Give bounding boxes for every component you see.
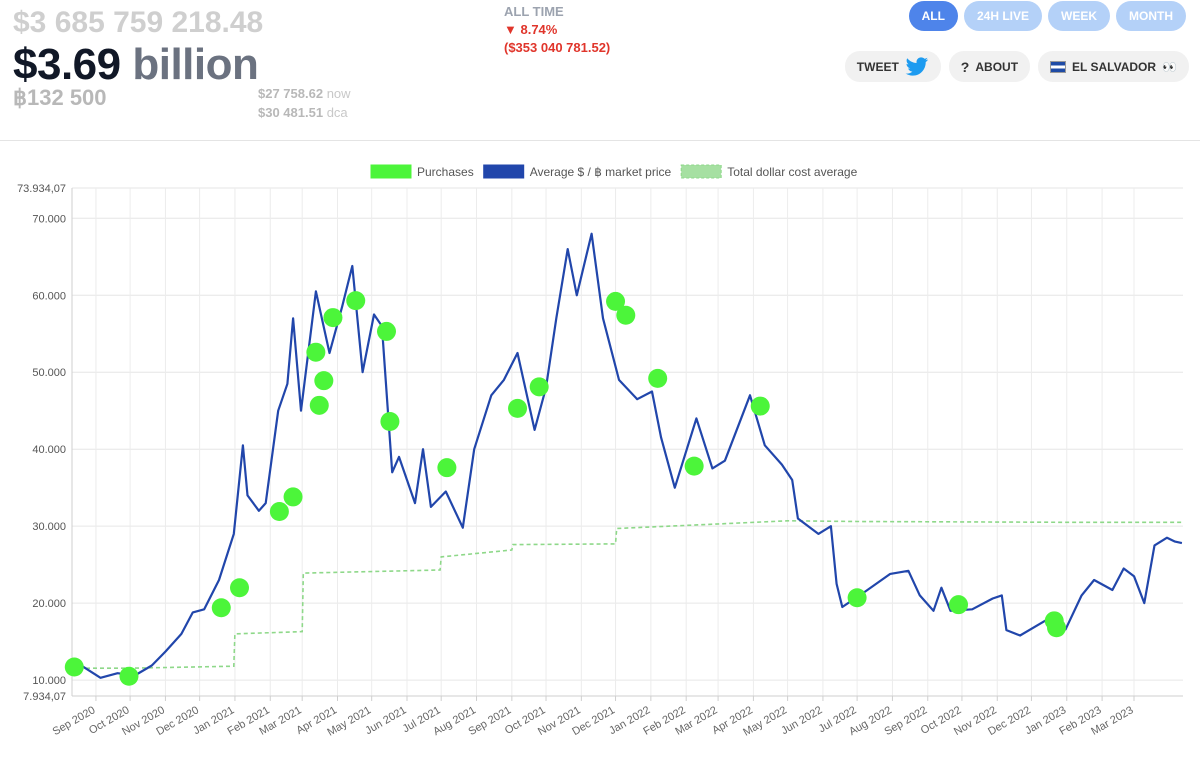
y-tick-label: 50.000: [32, 367, 66, 379]
el-salvador-button[interactable]: EL SALVADOR 👀: [1038, 51, 1189, 82]
all-time-change: ALL TIME ▼ 8.74% ($353 040 781.52): [504, 3, 610, 57]
y-tick-label: 20.000: [32, 598, 66, 610]
purchase-point: [211, 598, 231, 618]
y-tick-label: 30.000: [32, 521, 66, 533]
price-now-label: now: [326, 86, 351, 101]
legend-market-price-label: Average $ / ฿ market price: [530, 165, 672, 179]
purchase-point: [64, 657, 84, 677]
price-summary: $27 758.62 now $30 481.51 dca: [258, 84, 351, 122]
legend-dca-label: Total dollar cost average: [727, 165, 857, 179]
question-mark-icon: ?: [960, 58, 970, 75]
x-tick-label: Jun 2021: [363, 704, 408, 737]
billion-number: $3.69: [13, 40, 121, 89]
purchase-point: [1047, 618, 1067, 638]
period-tabs: ALL 24H LIVE WEEK MONTH: [908, 1, 1186, 31]
y-tick-label: 70.000: [32, 213, 66, 225]
purchase-point: [529, 377, 549, 397]
tab-month[interactable]: MONTH: [1116, 1, 1186, 31]
purchase-point: [323, 308, 343, 328]
total-usd-value: $3 685 759 218.48: [13, 6, 264, 39]
purchase-point: [314, 371, 334, 391]
period-label: ALL TIME: [504, 4, 564, 19]
btc-held: ฿132 500: [13, 85, 107, 110]
holdings-billion: $3.69 billion: [13, 40, 259, 90]
el-salvador-label: EL SALVADOR: [1072, 59, 1157, 74]
change-usd: ($353 040 781.52): [504, 40, 611, 55]
legend-dca[interactable]: Total dollar cost average: [680, 164, 858, 179]
about-label: ABOUT: [975, 59, 1019, 74]
chart-series: [71, 232, 1183, 679]
purchase-point: [376, 321, 396, 341]
y-tick-label: 10.000: [32, 675, 66, 687]
purchase-point: [269, 502, 289, 522]
purchase-point: [606, 291, 626, 311]
y-axis: 7.934,07 10.000 20.000 30.000 40.000 50.000 60…: [17, 183, 73, 703]
tab-all[interactable]: ALL: [908, 1, 958, 31]
tweet-label: TWEET: [856, 59, 899, 74]
purchase-point: [508, 398, 528, 418]
legend-dca-swatch: [680, 164, 722, 179]
action-buttons: TWEET ? ABOUT EL SALVADOR 👀: [844, 51, 1189, 82]
market-price-line: [71, 232, 1183, 679]
y-max-label: 73.934,07: [17, 183, 66, 195]
purchase-point: [437, 458, 457, 478]
dca-line: [72, 519, 1182, 669]
price-dca-label: dca: [326, 105, 348, 120]
legend-market-price-swatch: [483, 164, 525, 179]
purchase-point: [847, 588, 867, 608]
tab-week[interactable]: WEEK: [1048, 1, 1110, 31]
price-chart: Purchases Average $ / ฿ market price Total…: [17, 164, 1183, 739]
purchase-points: [64, 291, 1067, 686]
price-dca: $30 481.51: [258, 105, 324, 120]
purchase-point: [283, 487, 303, 507]
change-percent: ▼ 8.74%: [504, 22, 558, 37]
chart-area: Purchases Average $ / ฿ market price Total…: [0, 150, 1200, 757]
legend-purchases[interactable]: Purchases: [370, 164, 474, 179]
purchase-point: [949, 595, 969, 615]
purchase-point: [309, 395, 329, 415]
chart-legend: Purchases Average $ / ฿ market price Total…: [370, 164, 858, 179]
y-min-label: 7.934,07: [23, 691, 66, 703]
purchase-point: [616, 305, 636, 325]
billion-unit: billion: [132, 40, 259, 89]
legend-market-price[interactable]: Average $ / ฿ market price: [483, 164, 672, 179]
stats-header: $3 685 759 218.48 $3.69 billion ฿132 500…: [0, 0, 1200, 141]
x-tick-label: Jun 2022: [779, 704, 824, 737]
about-button[interactable]: ? ABOUT: [948, 51, 1031, 82]
tab-24h-live[interactable]: 24H LIVE: [963, 1, 1042, 31]
legend-purchases-label: Purchases: [417, 165, 474, 179]
purchase-point: [346, 291, 366, 311]
y-tick-label: 40.000: [32, 444, 66, 456]
chart-grid: [72, 187, 1183, 697]
legend-purchases-swatch: [370, 164, 412, 179]
purchase-point: [306, 342, 326, 362]
purchase-point: [119, 666, 139, 686]
price-now: $27 758.62: [258, 86, 324, 101]
purchase-point: [230, 578, 250, 598]
purchase-point: [380, 411, 400, 431]
el-salvador-flag-icon: [1050, 60, 1067, 73]
tweet-button[interactable]: TWEET: [844, 51, 941, 82]
eyes-emoji-icon: 👀: [1162, 59, 1177, 74]
purchase-point: [684, 456, 704, 476]
twitter-bird-icon: [905, 56, 928, 76]
purchase-point: [750, 396, 770, 416]
purchase-point: [648, 368, 668, 388]
y-tick-label: 60.000: [32, 290, 66, 302]
